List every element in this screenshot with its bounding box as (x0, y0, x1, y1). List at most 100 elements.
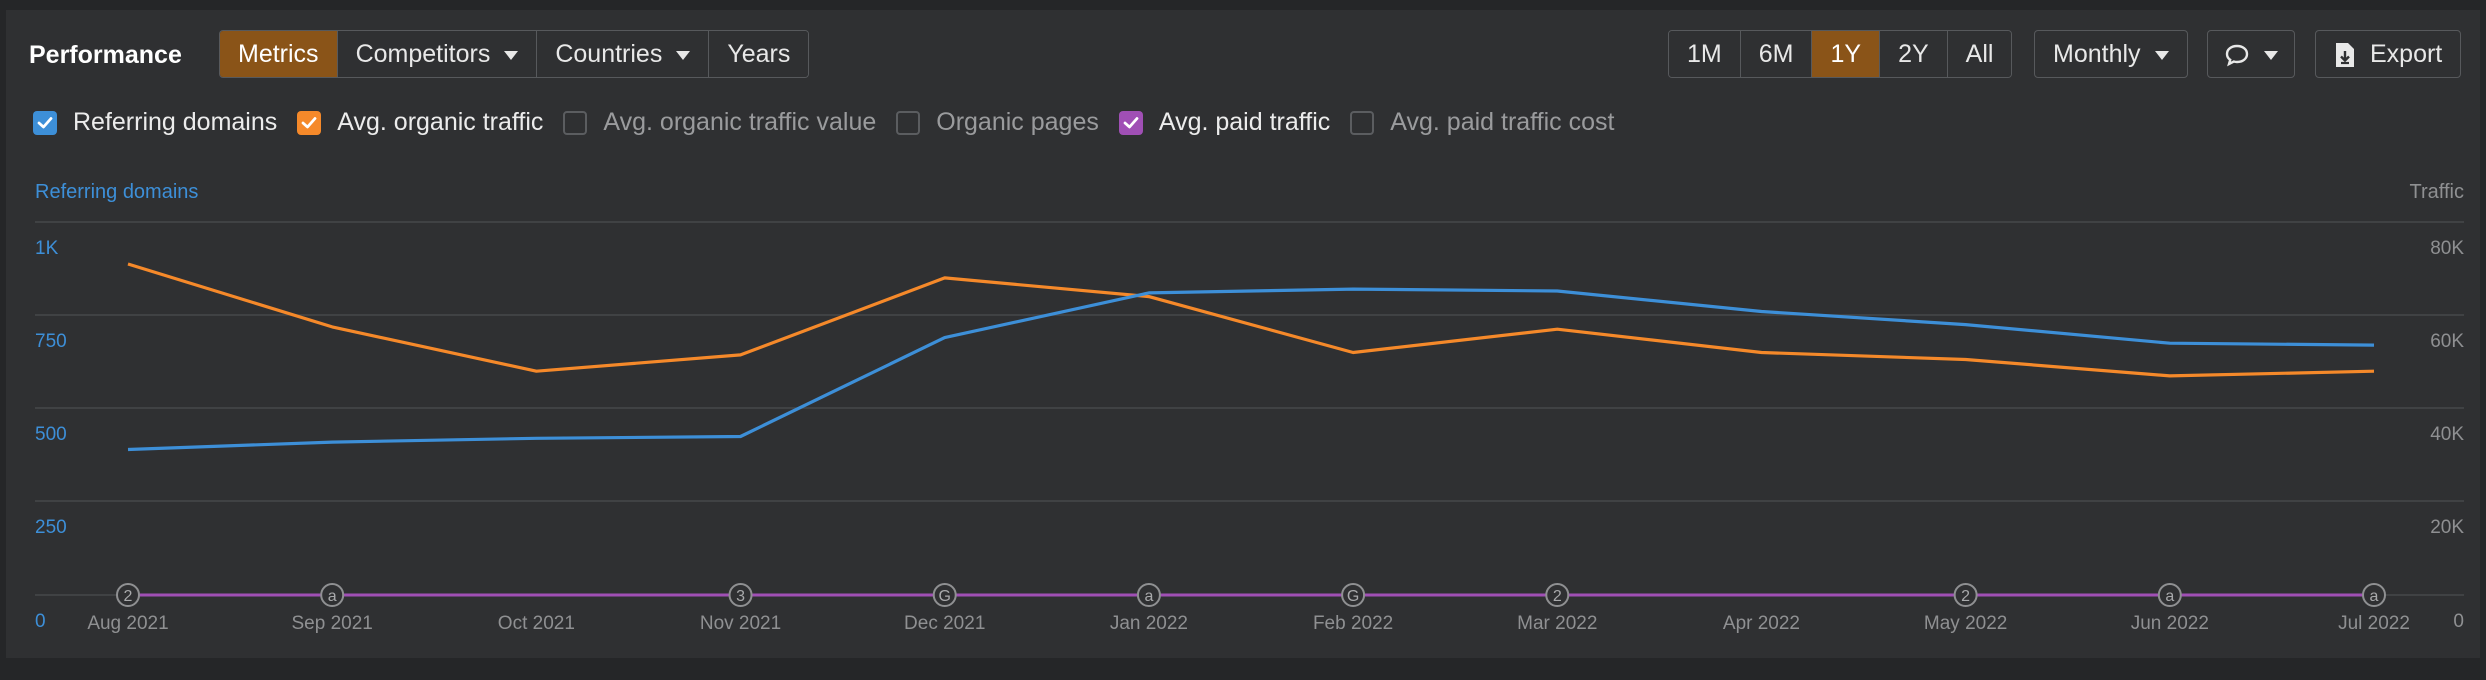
metric-toggle-label: Avg. organic traffic (337, 108, 544, 136)
annotation-marker[interactable]: a (1136, 583, 1161, 607)
annotation-marker[interactable]: 3 (728, 583, 753, 607)
checkbox-unchecked-icon[interactable] (563, 110, 588, 135)
view-tabs: Metrics Competitors Countries Years (219, 30, 810, 78)
tab-years-label: Years (727, 40, 791, 68)
x-axis-label: Mar 2022 (1517, 613, 1597, 634)
metric-toggle-avg-organic-traffic[interactable]: Avg. organic traffic (297, 108, 543, 137)
right-tick-label: 60K (2430, 331, 2464, 352)
annotation-marker-circle (2362, 583, 2386, 607)
interval-label: Monthly (2053, 40, 2141, 68)
x-axis-label: Dec 2021 (904, 613, 985, 634)
annotation-marker[interactable]: a (2362, 583, 2386, 607)
annotation-marker[interactable]: a (320, 583, 345, 607)
series-line-referring-domains[interactable] (127, 287, 2375, 452)
export-button[interactable]: Export (2315, 30, 2462, 78)
annotation-marker-circle (320, 583, 345, 607)
x-axis-label: Nov 2021 (700, 613, 781, 634)
tab-countries[interactable]: Countries (537, 31, 710, 77)
annotation-marker-circle (728, 583, 753, 607)
interval-dropdown[interactable]: Monthly (2034, 30, 2188, 78)
range-1m-label: 1M (1687, 40, 1722, 68)
tab-years[interactable]: Years (709, 31, 809, 77)
annotation-marker-circle (1341, 583, 1366, 607)
export-label: Export (2370, 40, 2443, 68)
chevron-down-icon (676, 50, 691, 60)
x-axis-label: Jul 2022 (2338, 613, 2410, 634)
annotation-marker-label: a (328, 588, 337, 605)
annotation-marker-label: a (1144, 588, 1153, 605)
series-line-avg-organic-traffic[interactable] (127, 262, 2375, 378)
checkbox-unchecked-icon[interactable] (1350, 110, 1375, 135)
annotation-marker-label: 2 (124, 588, 133, 605)
x-axis-label: Jan 2022 (1110, 613, 1188, 634)
chevron-down-icon (504, 50, 519, 60)
chevron-down-icon (2264, 50, 2278, 60)
annotation-marker-circle (1953, 583, 1978, 607)
x-axis-label: May 2022 (1924, 613, 2007, 634)
annotation-marker-label: 2 (1553, 588, 1562, 605)
range-6m-label: 6M (1758, 40, 1794, 68)
annotation-marker-circle (1136, 583, 1161, 607)
metric-toggle-referring-domains[interactable]: Referring domains (33, 108, 277, 137)
annotation-marker[interactable]: 2 (1545, 583, 1570, 607)
comment-icon (2225, 45, 2249, 67)
annotation-marker-label: 2 (1961, 588, 1970, 605)
left-tick-label: 250 (35, 517, 67, 538)
right-tick-label: 40K (2430, 424, 2464, 445)
annotation-marker[interactable]: 2 (1953, 583, 1978, 607)
panel-title: Performance (29, 41, 182, 69)
x-axis-label: Oct 2021 (498, 613, 575, 634)
annotation-marker-label: G (939, 588, 951, 605)
tab-metrics[interactable]: Metrics (220, 31, 338, 77)
metric-toggle-avg-paid-traffic-cost[interactable]: Avg. paid traffic cost (1350, 108, 1614, 137)
x-axis-label: Apr 2022 (1723, 613, 1800, 634)
right-tick-label: 80K (2430, 238, 2464, 259)
annotations-dropdown[interactable] (2207, 30, 2295, 78)
range-1y[interactable]: 1Y (1812, 31, 1881, 77)
annotation-marker-label: 3 (736, 588, 745, 605)
metric-toggles: Referring domains Avg. organic traffic Avg… (33, 108, 1634, 137)
annotation-marker-label: G (1347, 588, 1359, 605)
checkbox-checked-icon[interactable] (33, 110, 57, 135)
tab-countries-label: Countries (555, 40, 663, 68)
annotation-marker[interactable]: 2 (116, 583, 140, 607)
checkbox-checked-icon[interactable] (1118, 110, 1143, 135)
annotation-marker-circle (1545, 583, 1570, 607)
left-tick-label: 750 (35, 331, 67, 352)
right-tick-label: 20K (2430, 517, 2464, 538)
annotation-marker[interactable]: G (1341, 583, 1366, 607)
left-tick-label: 0 (35, 611, 46, 632)
checkbox-unchecked-icon[interactable] (896, 110, 921, 135)
metric-toggle-label: Organic pages (936, 108, 1099, 136)
x-axis-label: Feb 2022 (1313, 613, 1393, 634)
metric-toggle-avg-paid-traffic[interactable]: Avg. paid traffic (1118, 108, 1331, 137)
metric-toggle-avg-organic-traffic-value[interactable]: Avg. organic traffic value (563, 108, 876, 137)
tab-competitors[interactable]: Competitors (337, 31, 538, 77)
metric-toggle-organic-pages[interactable]: Organic pages (896, 108, 1099, 137)
metric-toggle-label: Avg. organic traffic value (603, 108, 877, 136)
annotation-marker[interactable]: a (2157, 583, 2182, 607)
annotation-marker[interactable]: G (932, 583, 957, 607)
range-2y-label: 2Y (1898, 40, 1929, 68)
annotation-marker-circle (116, 583, 140, 607)
range-all-label: All (1965, 40, 1994, 68)
range-all[interactable]: All (1947, 31, 2012, 77)
x-axis-label: Jun 2022 (2131, 613, 2209, 634)
tab-competitors-label: Competitors (355, 40, 491, 68)
metric-toggle-label: Avg. paid traffic (1158, 108, 1331, 136)
download-file-icon (2336, 43, 2354, 68)
left-tick-label: 1K (35, 238, 59, 259)
annotation-marker-circle (932, 583, 957, 607)
right-axis-title: Traffic (2409, 181, 2464, 203)
annotation-marker-label: a (2370, 588, 2379, 605)
left-tick-label: 500 (35, 424, 67, 445)
metric-toggle-label: Avg. paid traffic cost (1390, 108, 1615, 136)
range-6m[interactable]: 6M (1740, 31, 1813, 77)
range-1m[interactable]: 1M (1669, 31, 1741, 77)
range-2y[interactable]: 2Y (1880, 31, 1948, 77)
right-tick-label: 0 (2453, 611, 2464, 632)
tab-metrics-label: Metrics (238, 40, 319, 68)
checkbox-checked-icon[interactable] (297, 110, 322, 135)
annotation-marker-label: a (2165, 588, 2174, 605)
